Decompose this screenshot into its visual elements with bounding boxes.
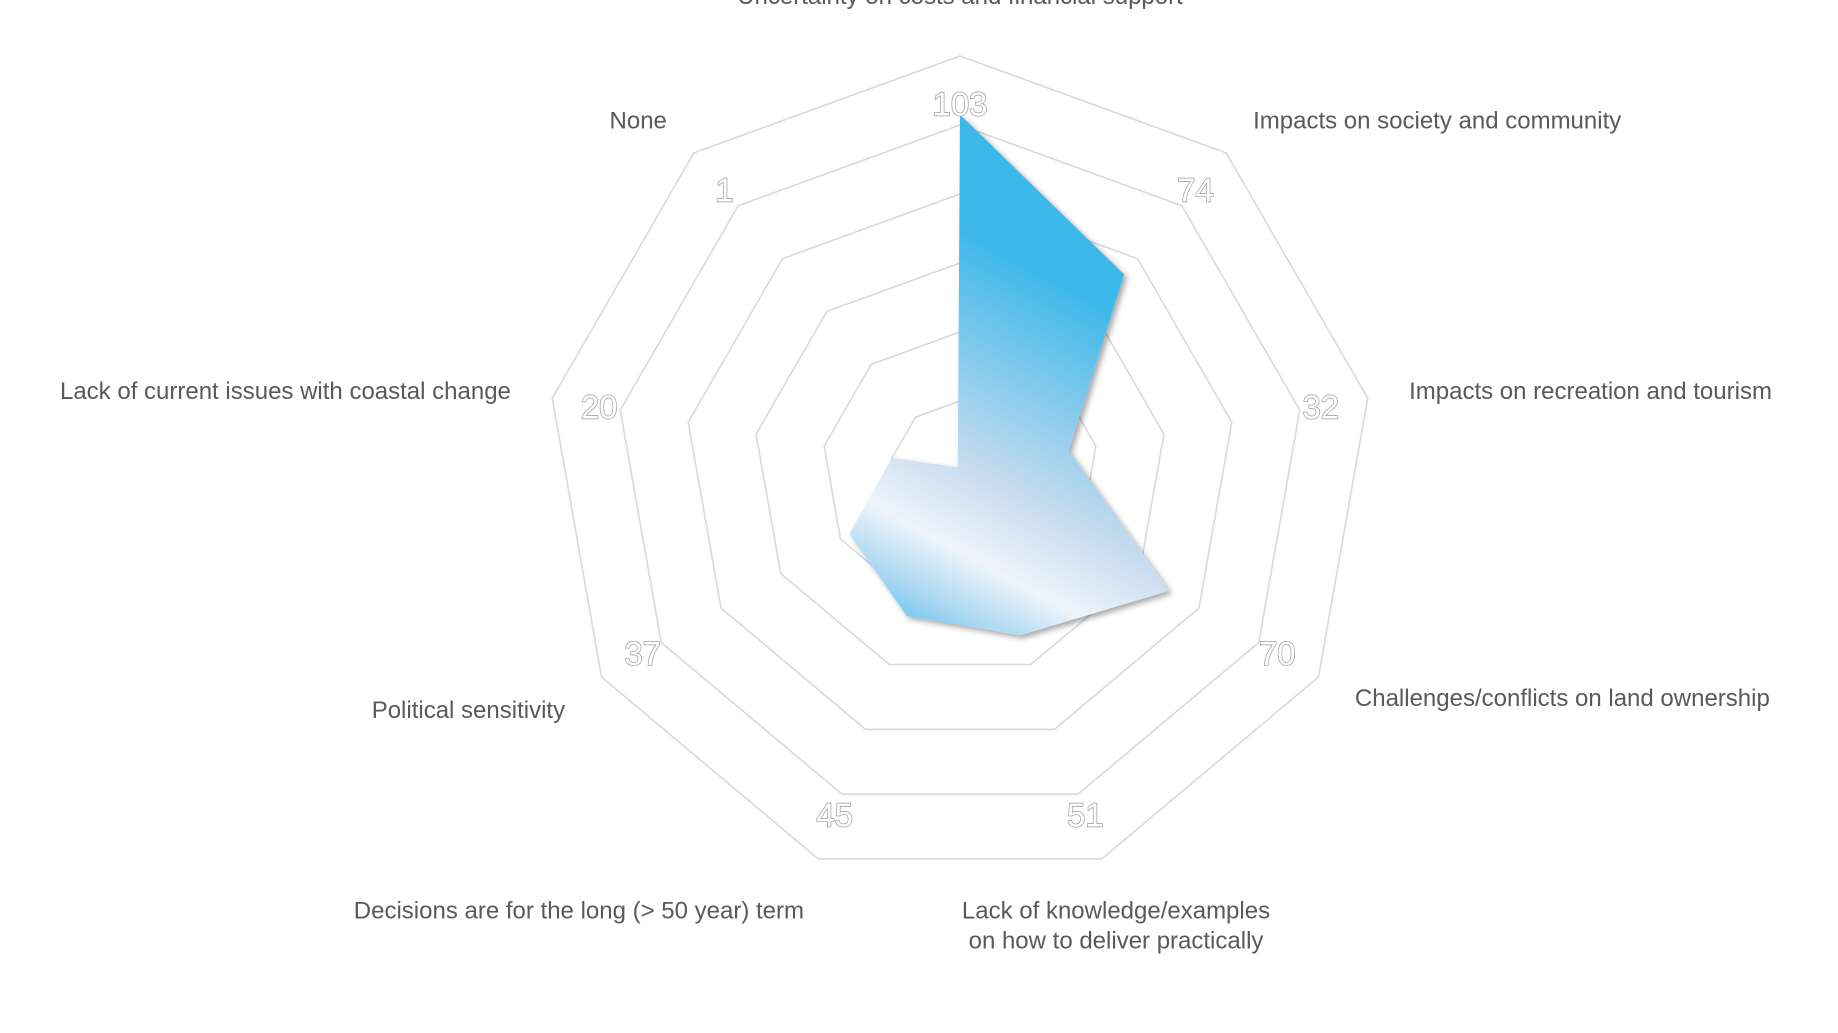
grid-ring-4 <box>687 193 1233 731</box>
category-label: Challenges/conflicts on land ownership <box>1355 685 1770 712</box>
value-label: 70 <box>1259 635 1296 672</box>
series-area <box>849 114 1170 636</box>
grid-ring-6 <box>551 55 1369 860</box>
series-layer <box>849 114 1170 636</box>
value-label: 103 <box>932 86 987 123</box>
value-label: 74 <box>1177 171 1214 208</box>
category-label: Lack of knowledge/examples on how to deli… <box>962 898 1270 955</box>
category-label: Political sensitivity <box>372 697 565 724</box>
category-label: Impacts on recreation and tourism <box>1409 378 1772 405</box>
category-label: Lack of current issues with coastal chan… <box>60 378 511 405</box>
value-label: 51 <box>1067 796 1104 833</box>
value-label: 1 <box>715 171 733 208</box>
value-labels: 103 74 32 70 51 45 37 20 1 <box>580 85 1340 834</box>
value-label: 32 <box>1302 388 1339 425</box>
category-labels: Uncertainty on costs and financial suppo… <box>60 0 1772 955</box>
category-label: Decisions are for the long (> 50 year) t… <box>354 898 804 925</box>
category-label: Impacts on society and community <box>1253 108 1621 135</box>
category-label: None <box>610 108 667 135</box>
value-label: 37 <box>624 635 661 672</box>
value-label: 45 <box>816 796 853 833</box>
category-label: Uncertainty on costs and financial suppo… <box>737 0 1183 10</box>
grid-ring-5 <box>619 124 1301 796</box>
value-label: 20 <box>581 388 618 425</box>
grid-ring-3 <box>755 262 1165 666</box>
